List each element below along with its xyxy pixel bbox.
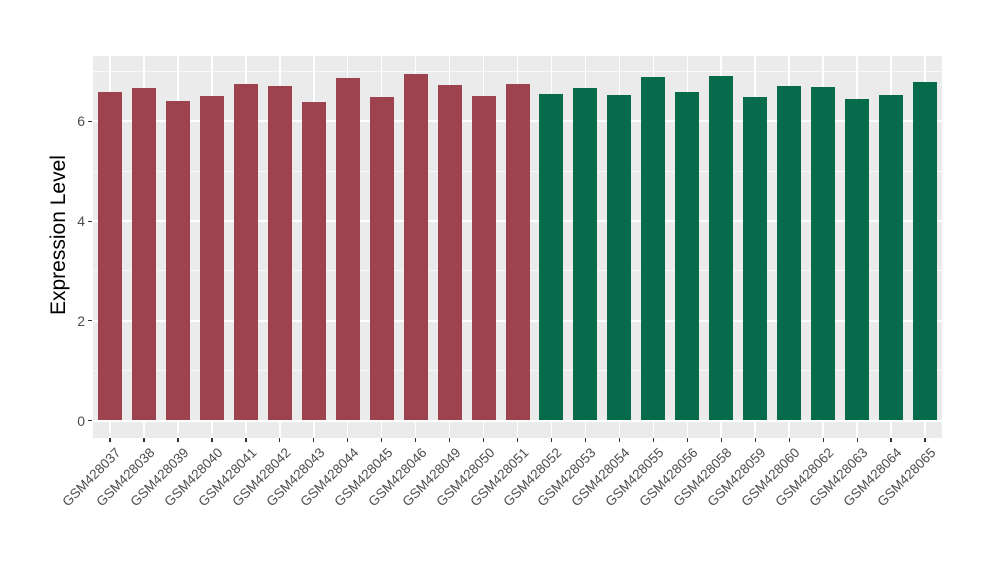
- x-tick-mark: [381, 438, 383, 442]
- x-tick-mark: [754, 438, 756, 442]
- x-tick-mark: [652, 438, 655, 442]
- x-tick-mark: [516, 438, 519, 442]
- bar-GSM428045: [369, 97, 394, 421]
- bar-GSM428037: [97, 91, 122, 421]
- bar-GSM428058: [709, 75, 734, 421]
- plot-panel: [93, 56, 942, 438]
- x-tick-mark: [211, 438, 213, 442]
- bar-GSM428060: [777, 85, 802, 421]
- bar-GSM428054: [607, 95, 632, 421]
- bar-GSM428056: [675, 91, 700, 421]
- y-tick-mark: [88, 120, 92, 123]
- x-tick-mark: [245, 438, 247, 442]
- y-tick-label: 6: [77, 113, 85, 130]
- y-tick-label: 0: [77, 412, 85, 429]
- y-tick-mark: [88, 419, 92, 422]
- x-tick-mark: [415, 438, 417, 442]
- bar-GSM428055: [641, 77, 666, 421]
- x-tick-mark: [177, 438, 179, 442]
- bar-GSM428038: [131, 87, 156, 421]
- bar-GSM428043: [301, 102, 326, 421]
- bar-GSM428052: [539, 94, 564, 421]
- bar-GSM428042: [267, 86, 292, 421]
- x-tick-mark: [550, 438, 553, 442]
- bar-GSM428051: [505, 84, 530, 421]
- x-tick-mark: [788, 438, 790, 442]
- bar-GSM428039: [165, 101, 190, 421]
- bar-GSM428050: [471, 95, 496, 421]
- x-tick-mark: [856, 438, 858, 442]
- x-tick-mark: [822, 438, 824, 442]
- major-gridline: [93, 419, 942, 422]
- x-tick-mark: [313, 438, 315, 442]
- y-tick-mark: [88, 220, 92, 222]
- x-tick-mark: [890, 438, 892, 442]
- x-tick-mark: [143, 438, 145, 442]
- x-tick-mark: [109, 438, 111, 442]
- bar-GSM428041: [233, 83, 258, 421]
- bar-GSM428040: [199, 96, 224, 421]
- y-axis-title: Expression Level: [47, 155, 70, 315]
- bar-GSM428062: [811, 86, 836, 421]
- bar-GSM428046: [403, 74, 428, 421]
- x-tick-mark: [584, 438, 587, 442]
- y-tick-label: 4: [77, 213, 85, 230]
- x-tick-mark: [279, 438, 281, 442]
- y-tick-mark: [88, 320, 92, 322]
- x-tick-mark: [618, 438, 621, 442]
- x-tick-mark: [720, 438, 722, 442]
- x-tick-mark: [482, 438, 485, 442]
- x-tick-mark: [448, 438, 451, 442]
- x-tick-mark: [924, 438, 926, 442]
- y-tick-label: 2: [77, 312, 85, 329]
- bar-GSM428044: [335, 78, 360, 421]
- bar-GSM428059: [743, 96, 768, 421]
- x-tick-mark: [347, 438, 349, 442]
- x-tick-mark: [686, 438, 688, 442]
- bar-GSM428065: [913, 81, 938, 421]
- bar-GSM428053: [573, 88, 598, 421]
- bar-GSM428049: [437, 84, 462, 421]
- bar-GSM428064: [879, 95, 904, 421]
- bar-GSM428063: [845, 99, 870, 421]
